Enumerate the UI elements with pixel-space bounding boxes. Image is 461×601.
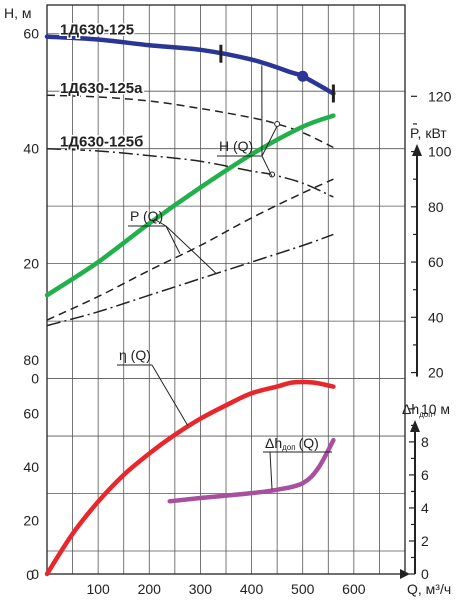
power-label-leader [165,225,217,274]
power-axis-title: P, кВт [410,125,447,141]
head-tick-label: 20 [23,256,39,272]
head-tick-label: 60 [23,26,39,42]
q-tick-label: 600 [342,581,366,597]
npsh-curve-label-tail: (Q) [299,435,319,451]
power-curve-2 [46,233,334,327]
power-label-leader [165,225,181,255]
power-tick-label: 40 [428,309,444,325]
series-name-label: 1Д630-125а [60,80,143,97]
head-axis-title: H, м [4,5,32,21]
head-label-leader [261,125,278,157]
npsh-axis-arrow [410,420,420,432]
npsh-axis-title-unit: , м [433,401,450,417]
grid [46,4,406,575]
npsh-tick-label: 4 [421,500,429,516]
plot-frame [46,4,406,575]
head-curve-label: H (Q) [219,138,253,154]
series-name-label: 1Д630-125б [60,134,143,151]
series [44,34,336,577]
npsh-label-leader [269,451,273,490]
efficiency-label-leader [151,364,189,426]
q-tick-label: 200 [138,581,162,597]
npsh-tick-label: 8 [421,434,429,450]
efficiency-tick-label: 0 [31,566,39,582]
npsh-curve-0 [167,437,336,504]
head-tick-label: 40 [23,141,39,157]
npsh-tick-label: 10 [421,401,437,417]
q-origin-label: 0 [26,567,34,583]
npsh-tick-label: 0 [421,566,429,582]
power-tick-label: 100 [428,144,452,160]
q-axis-title: Q, м³/ч [407,581,451,597]
head-label-leader [261,155,273,177]
efficiency-tick-label: 20 [23,512,39,528]
npsh-axis-title: Δhдоп, м [402,401,450,419]
head-duty-point-marker [297,70,309,82]
q-tick-label: 400 [240,581,264,597]
q-tick-label: 100 [86,581,110,597]
npsh-axis-title-main: Δh [402,401,419,417]
q-tick-label: 300 [189,581,213,597]
power-curve-0 [44,113,336,298]
q-axis-arrow [400,569,410,579]
efficiency-tick-label: 40 [23,459,39,475]
power-label-leader [154,218,167,227]
efficiency-tick-label: 60 [23,405,39,421]
series-name-label: 1Д630-125 [60,22,134,39]
q-tick-label: 500 [291,581,315,597]
npsh-curve-label-main: Δh [265,435,282,451]
npsh-curve-label-sub: доп [282,443,295,452]
head-curve-1 [46,94,334,149]
efficiency-curve-label: η (Q) [119,347,151,363]
head-tick-label: 0 [31,371,39,387]
npsh-curve-label: Δhдоп (Q) [265,435,319,452]
efficiency-tick-label: 80 [23,352,39,368]
power-tick-label: 120 [428,88,452,104]
power-tick-label: 80 [428,199,444,215]
head-curve-2 [46,147,334,198]
npsh-axis-title-sub: доп [419,410,432,419]
npsh-tick-label: 6 [421,467,429,483]
power-tick-label: 20 [428,365,444,381]
power-axis-arrow [412,144,422,156]
head-point-marker [274,120,281,127]
efficiency-curve-0 [44,379,336,577]
power-tick-label: 60 [428,254,444,270]
npsh-tick-label: 2 [421,533,429,549]
power-curve-1 [46,178,334,321]
